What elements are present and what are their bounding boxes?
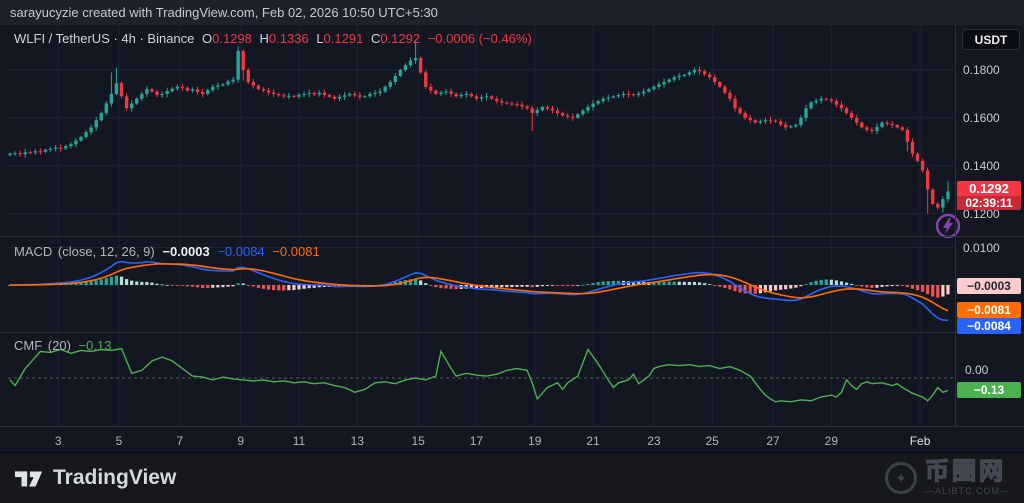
open-label: O [202, 31, 213, 46]
chart-area[interactable]: WLFI / TetherUS · 4h · Binance O0.1298 H… [0, 25, 1024, 452]
time-axis-label: 13 [350, 434, 364, 448]
cmf-value-badge: −0.13 [957, 382, 1021, 398]
lightning-sticker-icon [935, 213, 961, 239]
symbol-legend[interactable]: WLFI / TetherUS · 4h · Binance O0.1298 H… [14, 31, 536, 46]
close-label: C [370, 31, 381, 46]
macd-line-value: −0.0084 [217, 244, 265, 259]
price-pane [8, 41, 950, 214]
tradingview-mark-icon [14, 471, 43, 487]
open-value: 0.1298 [212, 31, 252, 46]
time-axis-label: 29 [824, 434, 838, 448]
price-scale-tick: 0.1600 [963, 110, 1000, 125]
macd-params: (close, 12, 26, 9) [57, 244, 155, 259]
high-value: 0.1336 [268, 31, 309, 46]
cmf-legend[interactable]: CMF (20) −0.13 [14, 338, 115, 353]
close-value: 0.1292 [380, 31, 421, 46]
cmf-params: (20) [47, 338, 71, 353]
currency-toggle-button[interactable]: USDT [962, 29, 1020, 50]
price-scale-tick: 0.1800 [963, 63, 1000, 77]
pane-separator-cmf[interactable] [0, 332, 1024, 333]
macd-hist-value: −0.0003 [162, 244, 210, 259]
cmf-pane [8, 347, 955, 403]
low-value: 0.1291 [323, 31, 364, 46]
attribution-bar: sarayucyzie created with TradingView.com… [0, 0, 1024, 25]
macd-signal-value: −0.0081 [272, 244, 320, 259]
macd-legend[interactable]: MACD (close, 12, 26, 9) −0.0003 −0.0084 … [14, 244, 324, 259]
macd-title: MACD [14, 244, 53, 259]
cmf-zero-label: 0.00 [965, 363, 989, 377]
pane-separator-macd[interactable] [0, 236, 1024, 237]
time-axis-label: 9 [237, 434, 245, 448]
time-axis-label: 23 [647, 434, 661, 448]
time-axis-label: 21 [586, 434, 600, 448]
time-axis-label: 17 [469, 434, 484, 448]
bar-countdown: 02:39:11 [957, 196, 1021, 210]
macd-hist-badge: −0.0003 [957, 278, 1021, 294]
footer: TradingView ✦ 币圈网 —ALIBTC.COM— [0, 452, 1024, 503]
time-axis-label: 5 [115, 434, 123, 448]
tradingview-logo[interactable]: TradingView [14, 466, 176, 490]
high-label: H [259, 31, 269, 46]
symbol-title: WLFI / TetherUS · 4h · Binance [14, 31, 195, 46]
low-label: L [316, 31, 324, 46]
watermark-subtitle: —ALIBTC.COM— [924, 486, 1010, 496]
time-axis-label: 11 [292, 434, 306, 448]
time-axis-label: 15 [411, 434, 425, 448]
time-axis-label: 27 [766, 434, 780, 448]
time-axis-label: 25 [705, 434, 719, 448]
time-axis-label: Feb [909, 434, 931, 448]
change-value: −0.0006 (−0.46%) [427, 31, 532, 46]
last-price-badge: 0.1292 02:39:11 [957, 181, 1021, 210]
macd-scale-tick: 0.0100 [963, 240, 1000, 255]
cmf-title: CMF [14, 338, 43, 353]
price-scale-border[interactable] [955, 25, 956, 426]
time-axis-label: 7 [176, 434, 184, 448]
last-price-value: 0.1292 [969, 181, 1009, 196]
brand-text: TradingView [53, 466, 177, 489]
watermark-title: 币圈网 [924, 458, 1006, 485]
macd-line-badge: −0.0084 [957, 318, 1021, 334]
site-watermark: ✦ 币圈网 —ALIBTC.COM— [884, 458, 1010, 496]
time-axis-label: 19 [528, 434, 542, 448]
time-axis-label: 3 [54, 434, 62, 448]
price-scale-tick: 0.1400 [963, 158, 1000, 173]
macd-signal-badge: −0.0081 [957, 302, 1021, 318]
price-scale-tick: 0.1200 [963, 206, 1000, 221]
cmf-value: −0.13 [78, 338, 112, 353]
watermark-logo-icon: ✦ [884, 462, 917, 494]
time-axis-border[interactable] [0, 426, 1024, 427]
macd-pane [8, 260, 950, 321]
